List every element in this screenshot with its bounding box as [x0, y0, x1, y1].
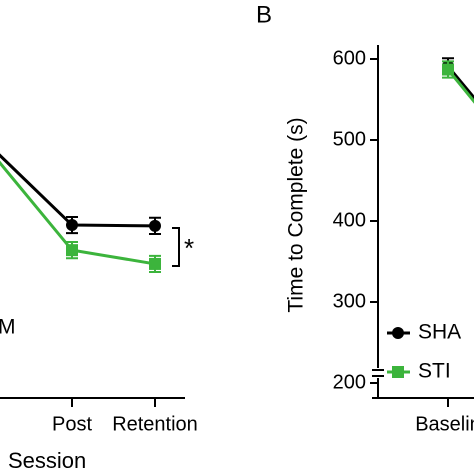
data-point: [66, 244, 78, 257]
y-tick-label: 400: [333, 209, 366, 231]
legend-marker: [392, 366, 404, 378]
panel-label: B: [256, 1, 272, 28]
legend-label: SHA: [418, 321, 461, 344]
y-tick-label: 300: [333, 290, 366, 312]
x-tick-label: Retention: [112, 413, 198, 435]
data-point: [149, 257, 161, 270]
x-tick-label: Baselin: [415, 413, 474, 435]
y-tick-label: 500: [333, 128, 366, 150]
annotation: *: [184, 233, 194, 263]
significance-bracket: [172, 227, 180, 267]
data-point: [149, 219, 161, 232]
y-tick-label: 200: [333, 371, 366, 393]
y-axis-label: Time to Complete (s): [285, 117, 308, 312]
x-tick-label: Post: [52, 413, 92, 435]
series-line: [446, 65, 474, 100]
data-point: [442, 63, 454, 76]
series-line: [446, 68, 474, 104]
data-point: [66, 219, 78, 232]
legend-marker: [392, 327, 404, 339]
y-tick-label: 600: [333, 47, 366, 69]
series-line: [0, 153, 156, 228]
annotation: M: [0, 316, 16, 339]
legend-label: STI: [418, 360, 451, 383]
x-axis-label: Session: [8, 448, 86, 473]
